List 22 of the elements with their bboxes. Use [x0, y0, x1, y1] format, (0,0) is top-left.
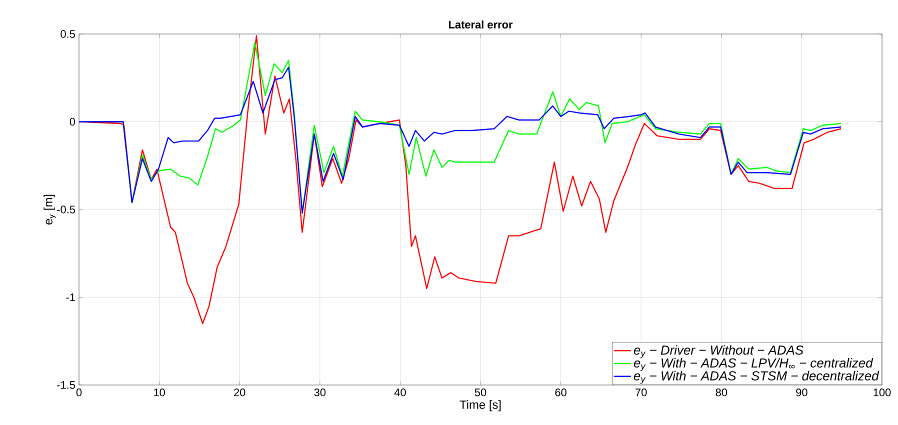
y-tick-label: -1	[66, 293, 75, 302]
x-tick-label: 60	[555, 388, 566, 396]
x-axis-title: Time [s]	[460, 400, 501, 412]
x-tick-label: 40	[394, 388, 406, 396]
chart-title: Lateral error	[448, 20, 513, 28]
legend-label: e$_{y}$ − Driver − Without − ADAS	[634, 345, 804, 358]
x-tick-label: 50	[474, 388, 486, 396]
y-tick-label: 0	[70, 118, 76, 126]
y-tick-label: 0.5	[60, 30, 76, 38]
y-axis-title: e$_{y}$ [m]	[44, 194, 56, 225]
x-tick-label: 0	[76, 388, 82, 396]
x-tick-label: 90	[796, 388, 808, 396]
x-tick-label: 80	[716, 388, 728, 396]
y-tick-label: -1.5	[57, 381, 76, 389]
x-tick-label: 70	[636, 388, 647, 396]
x-tick-label: 30	[314, 388, 326, 396]
x-tick-label: 10	[154, 388, 165, 396]
x-tick-label: 20	[234, 388, 246, 396]
legend-label: e$_{y}$ − With − ADAS − STSM − decentralized	[634, 370, 880, 384]
legend-label: e$_{y}$ − With − ADAS − LPV/H$_{∞}$ − centralized	[634, 358, 874, 372]
x-tick-label: 100	[874, 388, 891, 396]
y-tick-label: -0.5	[57, 206, 76, 214]
